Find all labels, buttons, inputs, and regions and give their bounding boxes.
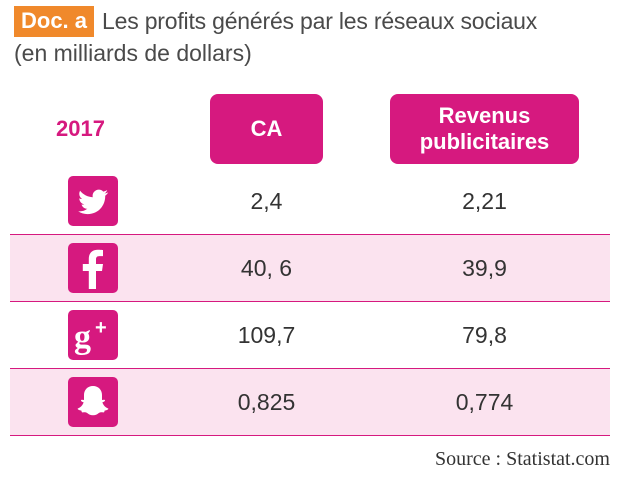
document-subtitle: (en milliards de dollars): [14, 40, 252, 66]
google-plus-icon: g +: [68, 310, 118, 360]
facebook-icon: [68, 243, 118, 293]
ca-value: 0,825: [237, 389, 296, 415]
table-row: g + 109,7 79,8: [10, 302, 610, 369]
svg-text:g: g: [74, 319, 91, 356]
doc-badge: Doc. a: [14, 6, 95, 37]
source-credit: Source : Statistat.com: [435, 448, 610, 470]
revenue-value: 0,774: [455, 389, 514, 415]
document-title: Les profits générés par les réseaux soci…: [102, 8, 538, 34]
revenue-value: 2,21: [462, 188, 507, 214]
document-title-row: Doc. a Les profits générés par les résea…: [14, 6, 537, 37]
column-header-ca: CA: [210, 94, 323, 164]
ca-value: 40, 6: [240, 255, 293, 281]
profits-table: 2017 CA Revenus publicitaires 2,4 2,21 4…: [10, 90, 610, 436]
snapchat-icon: [68, 377, 118, 427]
table-header: 2017 CA Revenus publicitaires: [10, 90, 610, 164]
ca-value: 2,4: [250, 188, 283, 214]
svg-text:+: +: [95, 317, 107, 339]
column-header-revenue: Revenus publicitaires: [390, 94, 579, 164]
table-row: 40, 6 39,9: [10, 235, 610, 302]
table-row: 0,825 0,774: [10, 369, 610, 436]
revenue-value: 79,8: [462, 322, 507, 348]
ca-value: 109,7: [237, 322, 296, 348]
twitter-icon: [68, 176, 118, 226]
revenue-value: 39,9: [462, 255, 507, 281]
year-label: 2017: [56, 116, 105, 141]
table-row: 2,4 2,21: [10, 168, 610, 235]
